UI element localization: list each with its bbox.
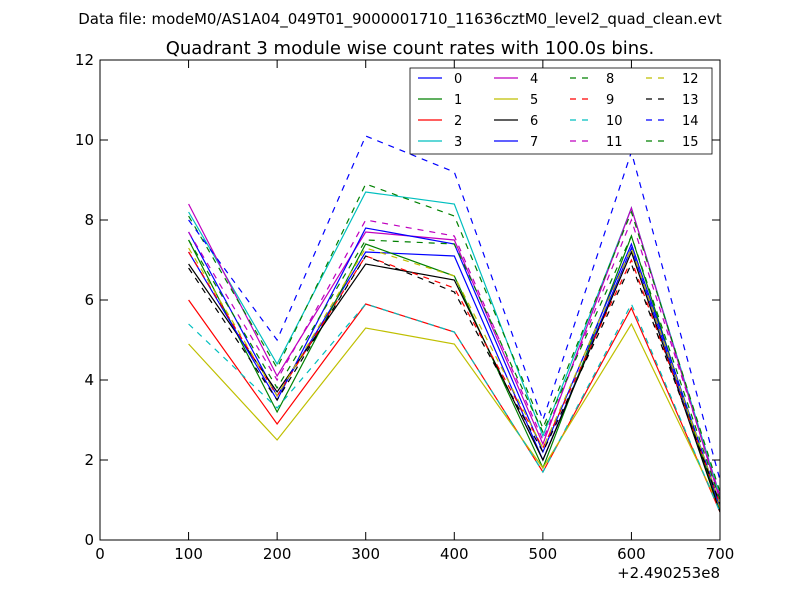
legend-label-5: 5 [530, 93, 538, 108]
x-tick-label: 700 [706, 545, 735, 563]
legend-label-3: 3 [454, 135, 462, 150]
series-line-15 [188, 234, 721, 501]
series-line-8 [188, 183, 721, 493]
y-tick-label: 12 [75, 51, 94, 69]
legend-label-6: 6 [530, 114, 538, 129]
series-layer [188, 135, 721, 513]
chart-title: Quadrant 3 module wise count rates with … [166, 38, 655, 59]
legend-label-13: 13 [682, 93, 699, 108]
x-tick-label: 600 [617, 545, 646, 563]
y-tick-label: 0 [84, 531, 94, 549]
y-tick-label: 2 [84, 451, 94, 469]
x-offset-label: +2.490253e8 [617, 564, 720, 582]
series-line-6 [188, 250, 721, 513]
legend-label-2: 2 [454, 114, 462, 129]
y-tick-label: 8 [84, 211, 94, 229]
legend-label-14: 14 [682, 114, 699, 129]
legend-label-1: 1 [454, 93, 462, 108]
legend-label-10: 10 [606, 114, 623, 129]
legend-label-7: 7 [530, 135, 538, 150]
legend-label-12: 12 [682, 72, 699, 87]
legend-label-8: 8 [606, 72, 614, 87]
x-tick-label: 300 [351, 545, 380, 563]
legend-box [409, 67, 713, 155]
series-line-4 [188, 203, 721, 501]
legend-label-11: 11 [606, 135, 623, 150]
x-tick-label: 500 [529, 545, 558, 563]
legend-label-4: 4 [530, 72, 538, 87]
series-line-10 [188, 302, 721, 513]
series-line-5 [188, 322, 721, 509]
legend-label-0: 0 [454, 72, 462, 87]
legend-label-9: 9 [606, 93, 614, 108]
y-tick-label: 4 [84, 371, 94, 389]
y-tick-label: 10 [75, 131, 94, 149]
x-tick-label: 200 [263, 545, 292, 563]
y-tick-label: 6 [84, 291, 94, 309]
series-line-11 [188, 218, 721, 497]
series-line-12 [188, 246, 721, 505]
chart-suptitle: Data file: modeM0/AS1A04_049T01_90000017… [78, 10, 722, 29]
series-line-13 [188, 255, 721, 505]
legend-label-15: 15 [682, 135, 699, 150]
x-tick-label: 0 [95, 545, 105, 563]
x-tick-label: 400 [440, 545, 469, 563]
x-tick-label: 100 [174, 545, 203, 563]
